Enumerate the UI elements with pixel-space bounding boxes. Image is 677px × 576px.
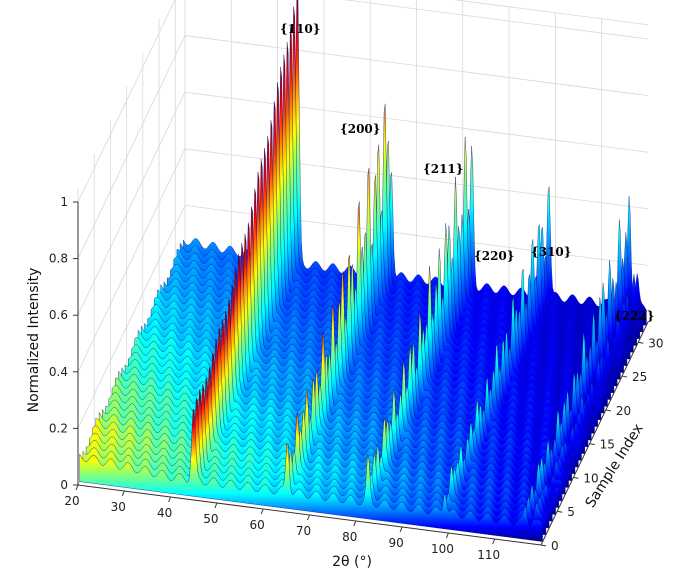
x-tick-label: 40 xyxy=(157,506,172,520)
z-axis-label: Normalized Intensity xyxy=(26,268,42,413)
sample-strip xyxy=(118,284,582,461)
sample-strip xyxy=(92,377,556,515)
sample-strip xyxy=(79,408,543,542)
top-grid-line xyxy=(453,0,649,26)
y-tick-label: 25 xyxy=(632,370,647,384)
axes: 20 30 40 50 60 70 80 90 100 110 0 5 10 15 20 25 30 0 0.2 0.… xyxy=(49,195,664,562)
y-tick-label: 30 xyxy=(648,336,663,350)
sample-strip xyxy=(85,389,550,529)
x-tick-mark xyxy=(260,508,264,515)
sample-strip xyxy=(147,158,611,400)
z-tick-label: 0.6 xyxy=(49,308,68,322)
sample-strip xyxy=(150,148,615,394)
x-tick-label: 50 xyxy=(203,512,218,526)
x-tick-label: 100 xyxy=(431,542,454,556)
y-axis-label: Sample Index xyxy=(583,421,647,510)
peak-label-110: {110} xyxy=(280,22,320,36)
z-tick-label: 1 xyxy=(60,195,68,209)
z-tick-label: 0 xyxy=(60,478,68,492)
sample-strip xyxy=(98,352,563,502)
sample-strip xyxy=(111,310,576,475)
grid xyxy=(77,0,649,486)
peak-label-211: {211} xyxy=(423,162,463,176)
y-tick-label: 5 xyxy=(567,505,575,519)
y-tick-mark xyxy=(557,510,563,513)
y-tick-mark xyxy=(638,341,644,344)
x-tick-label: 90 xyxy=(388,536,403,550)
y-tick-label: 10 xyxy=(583,471,598,485)
peak-label-310: {310} xyxy=(531,245,571,259)
x-tick-label: 110 xyxy=(477,548,500,562)
peak-label-200: {200} xyxy=(340,122,380,136)
sample-strip xyxy=(82,397,547,536)
x-tick-mark xyxy=(399,526,403,533)
x-tick-label: 60 xyxy=(250,518,265,532)
y-axis-line xyxy=(540,321,649,546)
y-tick-mark xyxy=(540,544,547,547)
y-tick-label: 20 xyxy=(616,404,631,418)
y-tick-mark xyxy=(621,375,628,378)
z-grid-line xyxy=(77,35,649,259)
y-tick-mark xyxy=(589,443,595,446)
surface-strips xyxy=(79,0,647,542)
x-tick-label: 70 xyxy=(296,524,311,538)
x-tick-mark xyxy=(75,484,79,491)
z-tick-label: 0.2 xyxy=(49,421,68,435)
x-tick-mark xyxy=(492,538,496,545)
y-tick-mark xyxy=(605,409,611,412)
y-tick-label: 15 xyxy=(600,438,615,452)
z-tick-label: 0.4 xyxy=(49,365,68,379)
peak-label-222: {222} xyxy=(614,309,654,323)
x-tick-mark xyxy=(214,502,218,509)
sample-strip xyxy=(95,367,559,508)
y-tick-label: 0 xyxy=(551,539,559,553)
sample-strip xyxy=(102,338,566,495)
peak-label-220: {220} xyxy=(474,249,514,263)
z-tick-label: 0.8 xyxy=(49,252,68,266)
x-tick-label: 80 xyxy=(342,530,357,544)
x-tick-mark xyxy=(353,520,357,527)
x-tick-label: 30 xyxy=(111,500,126,514)
x-tick-mark xyxy=(168,496,172,503)
x-tick-mark xyxy=(307,514,310,521)
x-axis-label: 2θ (°) xyxy=(332,554,372,570)
y-tick-mark xyxy=(573,476,579,479)
z-grid-line xyxy=(77,0,649,203)
x-tick-mark xyxy=(121,490,125,497)
x-tick-label: 20 xyxy=(64,494,79,508)
sample-strip xyxy=(89,384,553,522)
x-tick-mark xyxy=(445,532,449,539)
